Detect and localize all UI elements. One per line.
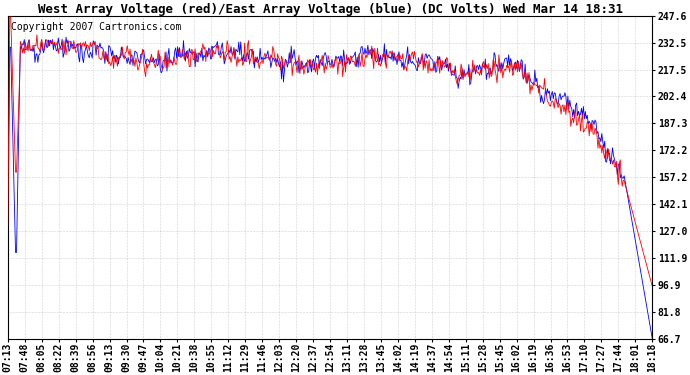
Text: Copyright 2007 Cartronics.com: Copyright 2007 Cartronics.com xyxy=(11,22,181,32)
Title: West Array Voltage (red)/East Array Voltage (blue) (DC Volts) Wed Mar 14 18:31: West Array Voltage (red)/East Array Volt… xyxy=(37,3,622,16)
